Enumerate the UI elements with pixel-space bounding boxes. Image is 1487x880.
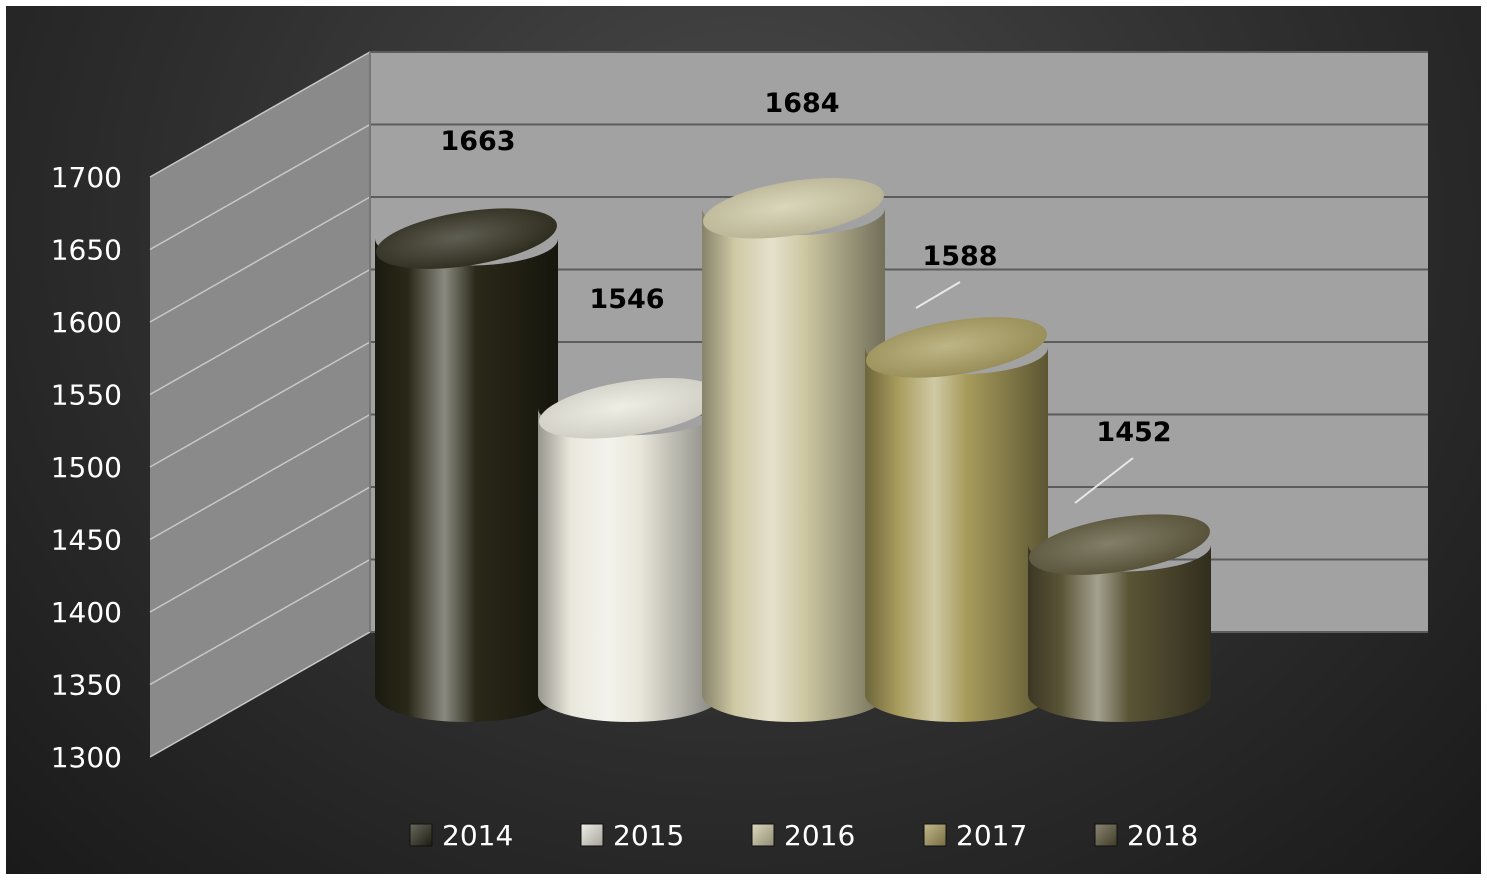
y-tick-label: 1400 [51,596,122,629]
side-gridline [149,51,371,178]
bar-body [538,408,721,722]
legend-item-2016: 2016 [751,819,855,852]
side-gridline [149,631,371,758]
y-tick-label: 1700 [51,161,122,194]
cylinder-bar-chart: 1300 1350 1400 1450 1500 1550 1600 1650 1700 166… [51,51,1428,852]
legend-label: 2015 [613,819,684,852]
chart-frame: 1300 1350 1400 1450 1500 1550 1600 1650 1700 166… [6,6,1481,874]
side-gridline [149,558,371,686]
legend-item-2018: 2018 [1094,819,1198,852]
legend-swatch [923,823,947,847]
bar-body [1028,544,1211,722]
side-gridline [149,196,371,323]
y-tick-label: 1350 [51,669,122,702]
data-label-2017: 1588 [922,241,997,272]
side-gridline [149,486,371,613]
bar-top [703,177,884,239]
data-label-2018: 1452 [1096,417,1171,448]
legend-swatch [751,823,775,847]
bar-2017 [865,317,1048,722]
legend-item-2017: 2017 [923,819,1027,852]
legend-label: 2018 [1127,819,1198,852]
legend-label: 2014 [442,819,513,852]
legend-swatch [409,823,433,847]
legend-label: 2016 [784,819,855,852]
legend-item-2015: 2015 [580,819,684,852]
y-tick-label: 1300 [51,741,122,774]
legend-label: 2017 [956,819,1027,852]
data-label-2015: 1546 [589,284,664,315]
side-gridline [149,123,371,251]
legend: 2014 2015 2016 2017 2018 [409,819,1198,852]
y-tick-label: 1450 [51,524,122,557]
bar-2014 [375,208,558,722]
legend-swatch [580,823,604,847]
bar-body [865,347,1048,722]
y-axis-ticks: 1300 1350 1400 1450 1500 1550 1600 1650 1700 [51,161,122,774]
bar-2016 [702,177,885,722]
legend-item-2014: 2014 [409,819,513,852]
bar-top [376,208,557,269]
leader-line [915,281,961,309]
y-tick-label: 1550 [51,379,122,412]
bars [375,177,1211,722]
legend-swatch [1094,823,1118,847]
bar-2015 [538,378,721,722]
bar-top [866,317,1047,378]
data-label-2016: 1684 [764,88,839,119]
y-tick-label: 1500 [51,451,122,484]
y-tick-label: 1600 [51,306,122,339]
bar-body [375,238,558,722]
bar-2018 [1028,514,1211,722]
bar-body [702,208,885,722]
data-labels: 1663 1546 1684 1588 1452 [440,88,1172,504]
bar-top [1029,514,1210,575]
y-tick-label: 1650 [51,234,122,267]
data-label-2014: 1663 [440,126,515,157]
side-gridline [149,341,371,468]
side-gridline [149,413,371,541]
leader-line [1074,457,1134,504]
side-gridline [149,268,371,396]
bar-top [539,378,720,439]
